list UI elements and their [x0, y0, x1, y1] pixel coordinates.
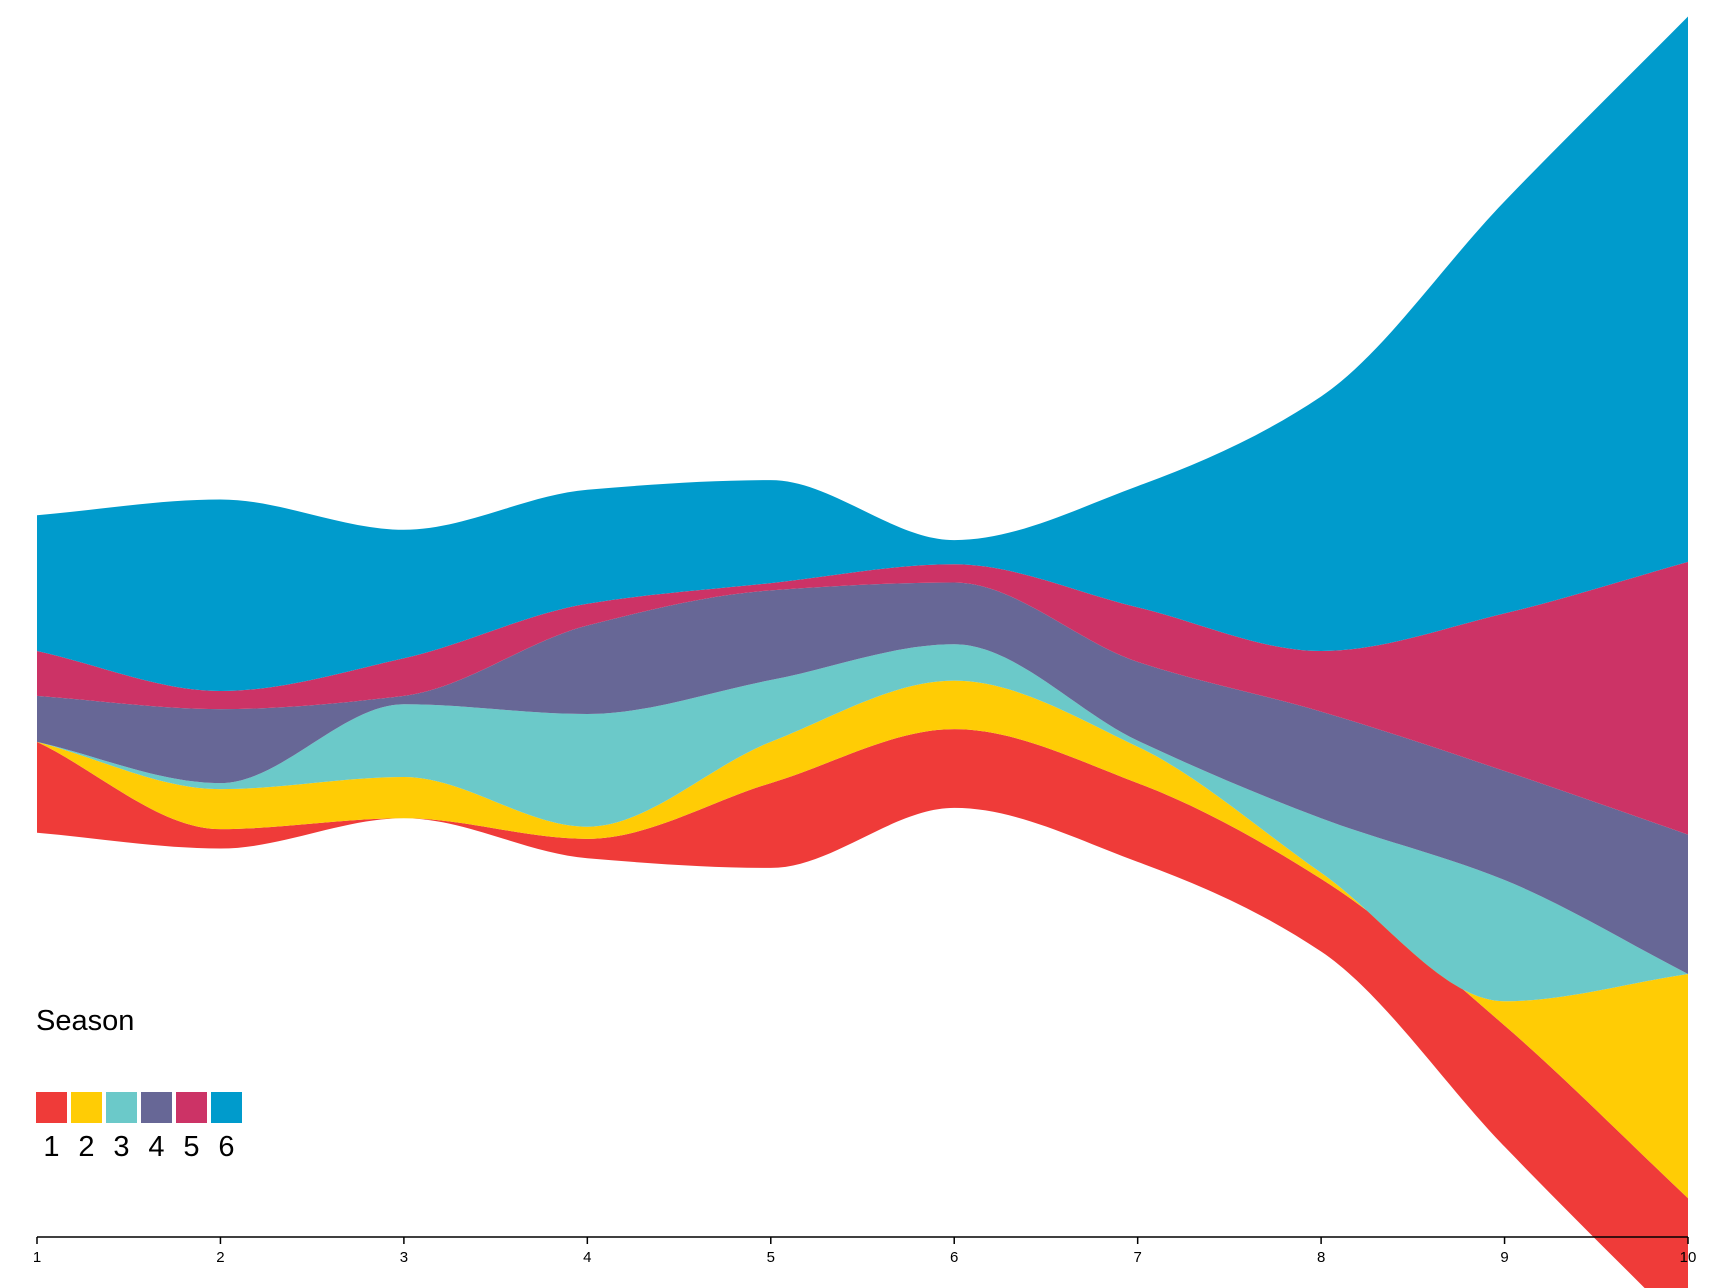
legend-label-season-3: 3 [113, 1131, 129, 1163]
legend-label-season-1: 1 [43, 1131, 59, 1163]
x-axis: 1 2 3 4 5 6 7 8 9 10 [33, 1236, 1697, 1266]
x-tick-label: 3 [400, 1249, 408, 1266]
stream-season-5 [37, 561, 1688, 835]
legend-swatch-season-6 [211, 1092, 242, 1123]
x-tick-label: 9 [1500, 1249, 1508, 1266]
legend-swatch-season-3 [106, 1092, 137, 1123]
x-tick-label: 1 [33, 1249, 41, 1266]
stream-season-6 [37, 16, 1688, 691]
legend-swatch-season-1 [36, 1092, 67, 1123]
stream-layers [37, 16, 1688, 1288]
stream-season-3 [37, 644, 1688, 1002]
stream-season-1 [37, 729, 1688, 1288]
legend-label-season-2: 2 [78, 1131, 94, 1163]
x-tick-label: 7 [1133, 1249, 1141, 1266]
stream-season-4 [37, 582, 1688, 974]
legend-swatch-season-2 [71, 1092, 102, 1123]
x-tick-label: 5 [767, 1249, 775, 1266]
legend-swatch-season-4 [141, 1092, 172, 1123]
stream-season-2 [37, 680, 1688, 1199]
x-tick-label: 10 [1680, 1249, 1697, 1266]
x-tick-label: 8 [1317, 1249, 1325, 1266]
x-tick-label: 6 [950, 1249, 958, 1266]
x-tick-label: 4 [583, 1249, 591, 1266]
legend-swatch-season-5 [176, 1092, 207, 1123]
x-tick-label: 2 [216, 1249, 224, 1266]
legend-title: Season [36, 1005, 134, 1037]
legend-label-season-4: 4 [148, 1131, 164, 1163]
legend-label-season-6: 6 [218, 1131, 234, 1163]
legend-label-season-5: 5 [183, 1131, 199, 1163]
